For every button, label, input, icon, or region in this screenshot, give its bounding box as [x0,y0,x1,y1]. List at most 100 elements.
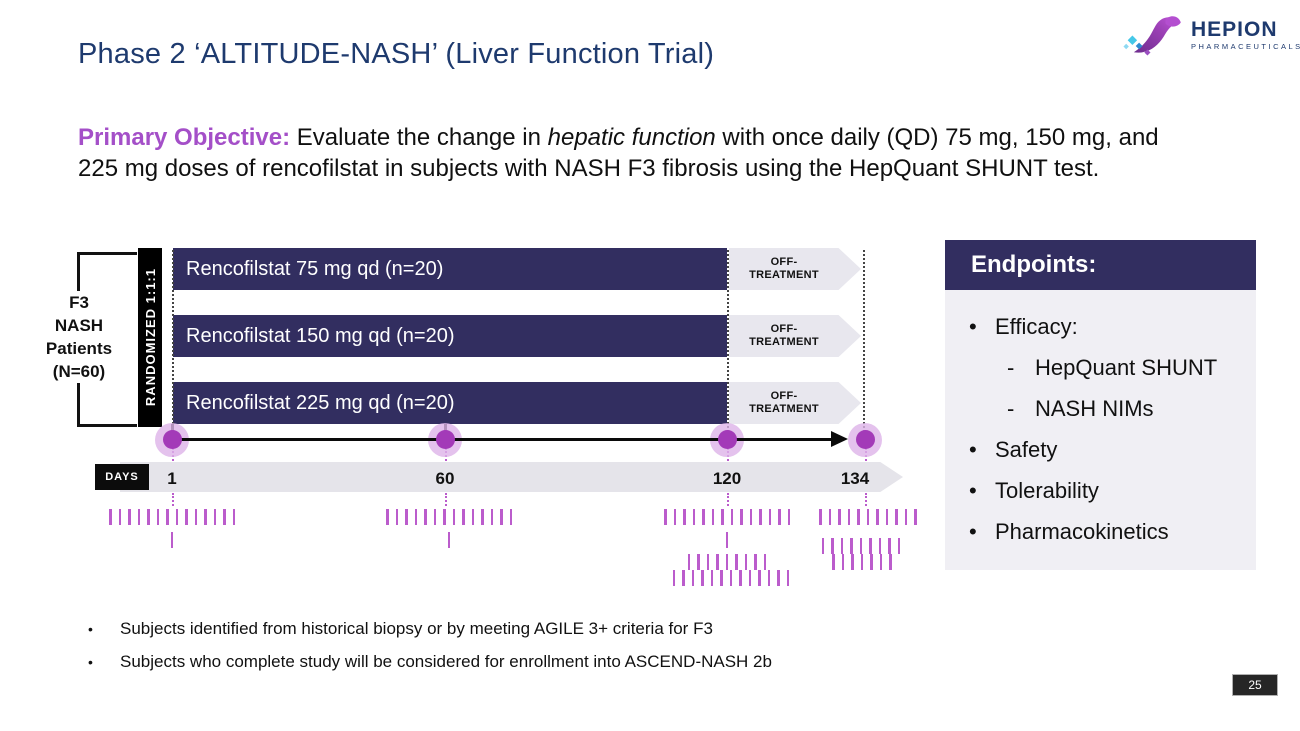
enrollment-tick-group [725,532,729,548]
days-label: DAYS [95,464,149,490]
enrollment-tick [749,509,752,525]
dash-icon: - [1007,355,1015,380]
enrollment-tick [232,509,235,525]
enrollment-tick [443,509,446,525]
enrollment-tick [787,509,790,525]
enrollment-tick [433,509,436,525]
off-treatment-arrow: OFF- TREATMENT [729,382,861,424]
enrollment-tick [739,570,742,586]
enrollment-tick-group [170,532,174,548]
enrollment-tick [185,509,188,525]
enrollment-tick-group [447,532,451,548]
enrollment-tick [904,509,908,525]
enrollment-tick [763,554,767,570]
enrollment-tick [870,554,873,570]
enrollment-tick [673,509,676,525]
enrollment-tick [672,570,676,586]
enrollment-tick [786,570,790,586]
footnote-text: Subjects who complete study will be cons… [120,652,772,671]
objective-text-2: with once daily (QD) 75 mg, 150 mg, and … [78,124,1159,182]
enrollment-tick [777,570,780,586]
endpoint-sub-label: HepQuant SHUNT [1035,355,1218,380]
endpoint-label: Tolerability [995,478,1099,503]
enrollment-tick [395,509,398,525]
enrollment-tick-group [664,509,790,525]
enrollment-tick [490,509,493,525]
enrollment-tick [147,509,150,525]
enrollment-tick [702,509,705,525]
day-number: 1 [167,469,177,488]
enrollment-tick [748,570,752,586]
enrollment-tick [730,509,733,525]
enrollment-tick-group [109,509,235,525]
enrollment-tick [452,509,455,525]
hepion-logo-icon [1123,16,1181,56]
treatment-arm-bar: Rencofilstat 150 mg qd (n=20) [173,315,727,357]
enrollment-tick [682,570,685,586]
enrollment-tick-group [821,538,901,554]
enrollment-tick [914,509,917,525]
enrollment-tick-group [832,554,892,570]
endpoint-sub-item: - HepQuant SHUNT [1007,355,1246,381]
days-band [120,462,903,492]
enrollment-tick [128,509,131,525]
endpoint-item: • Efficacy: [969,314,1246,340]
off-treatment-label: TREATMENT [749,269,819,281]
off-treatment-arrow: OFF- TREATMENT [729,315,861,357]
off-treatment-label: OFF- [770,390,798,402]
objective-italic: hepatic function [547,124,716,151]
timeline-arrowhead-icon [831,431,848,447]
day-number: 60 [435,469,455,488]
timeline-line [172,438,833,441]
enrollment-tick [885,509,889,525]
enrollment-tick [500,509,503,525]
enrollment-tick-group [687,554,767,570]
enrollment-tick [878,538,882,554]
enrollment-tick [706,554,710,570]
enrollment-tick [509,509,512,525]
enrollment-tick [888,538,891,554]
enrollment-tick [847,509,851,525]
endpoint-sub-item: - NASH NIMs [1007,396,1246,422]
dotted-guide-line [727,250,729,436]
objective-label: Primary Objective: [78,124,291,151]
enrollment-tick [879,554,883,570]
enrollment-tick [109,509,112,525]
enrollment-tick [725,554,729,570]
treatment-arm-bar: Rencofilstat 75 mg qd (n=20) [173,248,727,290]
bullet-icon: • [969,437,977,462]
endpoint-label: Efficacy: [995,314,1078,339]
enrollment-tick-group [672,570,790,586]
endpoints-list: • Efficacy: - HepQuant SHUNT - NASH NIMs • Safe… [945,290,1256,545]
dotted-guide-line [172,250,174,436]
off-treatment-label: TREATMENT [749,336,819,348]
logo-name: HEPION [1191,18,1278,42]
enrollment-tick [851,554,854,570]
endpoints-panel: Endpoints: • Efficacy: - HepQuant SHUNT - NAS… [945,240,1256,570]
enrollment-tick [758,570,761,586]
enrollment-tick [692,509,695,525]
enrollment-tick [850,538,853,554]
enrollment-tick [729,570,733,586]
enrollment-tick [664,509,667,525]
timeline-dot [855,430,875,449]
day-number: 134 [840,469,870,488]
enrollment-tick [838,509,841,525]
footnote: • Subjects who complete study will be con… [88,652,772,672]
bullet-icon: • [969,314,977,339]
bullet-icon: • [88,621,93,637]
enrollment-tick [213,509,216,525]
enrollment-tick [462,509,465,525]
endpoint-item: • Safety [969,437,1246,463]
patient-line-4: (N=60) [52,362,106,381]
enrollment-tick [897,538,901,554]
timeline-dot [162,430,182,449]
enrollment-tick [481,509,484,525]
enrollment-tick [828,509,832,525]
dotted-purple-line [445,493,447,506]
off-treatment-label: OFF- [770,256,798,268]
enrollment-tick [821,538,825,554]
enrollment-tick [137,509,140,525]
enrollment-tick [204,509,207,525]
